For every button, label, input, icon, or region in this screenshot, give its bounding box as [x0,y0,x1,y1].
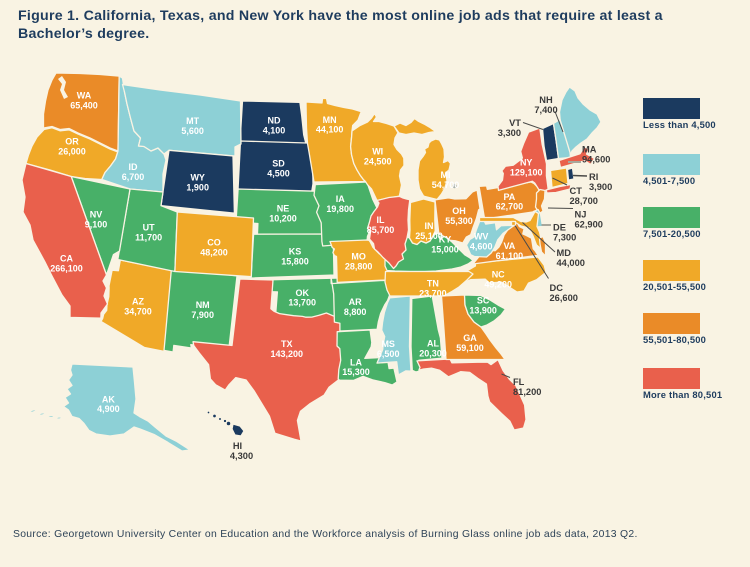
svg-text:ND4,100: ND 4,100 [263,116,286,136]
svg-text:7,501-20,500: 7,501-20,500 [643,228,701,239]
svg-text:AR8,800: AR 8,800 [344,297,367,317]
svg-text:WV4,600: WV 4,600 [470,232,493,252]
svg-text:AK4,900: AK 4,900 [97,394,120,414]
svg-text:More than 80,501: More than 80,501 [643,389,722,400]
svg-text:Less than 4,500: Less than 4,500 [643,119,716,130]
svg-text:RI3,900: RI 3,900 [589,172,612,192]
svg-text:MS6,500: MS 6,500 [377,339,400,359]
svg-text:VT3,300: VT 3,300 [498,118,522,138]
svg-text:ID6,700: ID 6,700 [122,162,145,182]
svg-text:SD4,500: SD 4,500 [267,159,290,179]
svg-text:20,501-55,500: 20,501-55,500 [643,281,706,292]
svg-text:4,501-7,500: 4,501-7,500 [643,175,695,186]
svg-text:NH7,400: NH 7,400 [534,95,557,115]
svg-text:55,501-80,500: 55,501-80,500 [643,334,706,345]
svg-text:MT5,600: MT 5,600 [181,116,204,136]
svg-text:NM7,900: NM 7,900 [191,300,214,320]
svg-text:HI4,300: HI 4,300 [230,441,253,461]
svg-text:WY1,900: WY 1,900 [186,173,209,193]
svg-text:DE7,300: DE 7,300 [553,223,576,243]
svg-text:NV9,100: NV 9,100 [85,210,108,230]
